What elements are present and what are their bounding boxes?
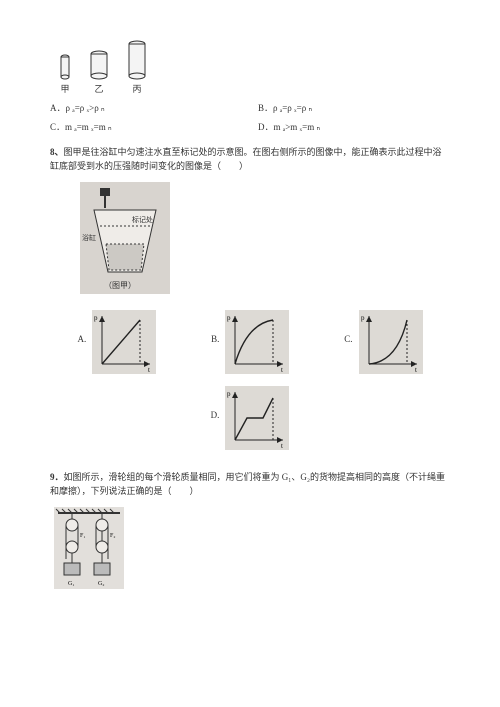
option-b: B．ρ ₐ=ρ ₓ=ρ ₙ [258,101,450,114]
option-letter: C. [344,334,352,344]
question-number: 9． [50,472,64,482]
svg-text:p: p [94,314,98,322]
q7-options-row2: C．m ₐ=m ₓ=m ₙ D．m ₐ>m ₓ=m ₙ [50,120,450,133]
option-c: C．m ₐ=m ₓ=m ₙ [50,120,258,133]
graph-option-b: B. p t [211,310,289,374]
cylinder-jia: 甲 [58,54,72,95]
pulley-diagram: F₁ G₁ F₂ G₂ [54,507,450,591]
cylinder-yi: 乙 [88,50,110,95]
svg-text:（图甲）: （图甲） [104,281,136,290]
svg-text:t: t [281,442,283,450]
cylinder-row: 甲 乙 丙 [58,40,450,95]
cylinder-label: 丙 [132,82,141,95]
bathtub-diagram: 标记处 浴缸 （图甲） [80,182,450,296]
chart-a-icon: p t [92,310,156,374]
option-d: D．m ₐ>m ₓ=m ₙ [258,120,450,133]
graph-option-a: A. p t [77,310,156,374]
cylinder-yi-icon [88,50,110,80]
svg-text:浴缸: 浴缸 [82,233,96,242]
option-letter: A. [77,334,86,344]
svg-text:p: p [361,314,365,322]
option-letter: D. [211,410,220,420]
question-text: 图甲是往浴缸中匀速注水直至标记处的示意图。在图右侧所示的图像中，能正确表示此过程… [50,147,442,171]
svg-text:F₁: F₁ [80,533,85,539]
svg-text:标记处: 标记处 [132,215,153,224]
svg-text:G₁: G₁ [68,581,74,587]
bathtub-icon: 标记处 浴缸 （图甲） [80,182,170,294]
pulley-icon: F₁ G₁ F₂ G₂ [54,507,124,589]
cylinder-jia-icon [58,54,72,80]
chart-c-icon: p t [359,310,423,374]
option-a: A．ρ ₐ=ρ ₓ>ρ ₙ [50,101,258,114]
graph-option-c: C. p t [344,310,422,374]
question-9: 9．如图所示，滑轮组的每个滑轮质量相同，用它们将重为 G₁、G₂的货物提高相同的… [50,470,450,499]
cylinder-label: 甲 [60,82,69,95]
cylinder-bing-icon [126,40,148,80]
svg-text:t: t [281,366,283,374]
svg-text:p: p [227,314,231,322]
question-8: 8、图甲是往浴缸中匀速注水直至标记处的示意图。在图右侧所示的图像中，能正确表示此… [50,145,450,174]
cylinder-bing: 丙 [126,40,148,95]
graph-options: A. p t B. p t C. [50,304,450,456]
chart-d-icon: p t [225,386,289,450]
option-letter: B. [211,334,219,344]
svg-text:t: t [148,366,150,374]
svg-text:F₂: F₂ [110,533,115,539]
cylinder-label: 乙 [94,82,103,95]
svg-text:t: t [415,366,417,374]
question-text: 如图所示，滑轮组的每个滑轮质量相同，用它们将重为 G₁、G₂的货物提高相同的高度… [50,472,445,496]
chart-b-icon: p t [225,310,289,374]
question-number: 8、 [50,147,64,157]
graph-option-d: D. p t [211,386,290,450]
svg-text:G₂: G₂ [98,581,104,587]
q7-options-row1: A．ρ ₐ=ρ ₓ>ρ ₙ B．ρ ₐ=ρ ₓ=ρ ₙ [50,101,450,114]
svg-text:p: p [227,390,231,398]
